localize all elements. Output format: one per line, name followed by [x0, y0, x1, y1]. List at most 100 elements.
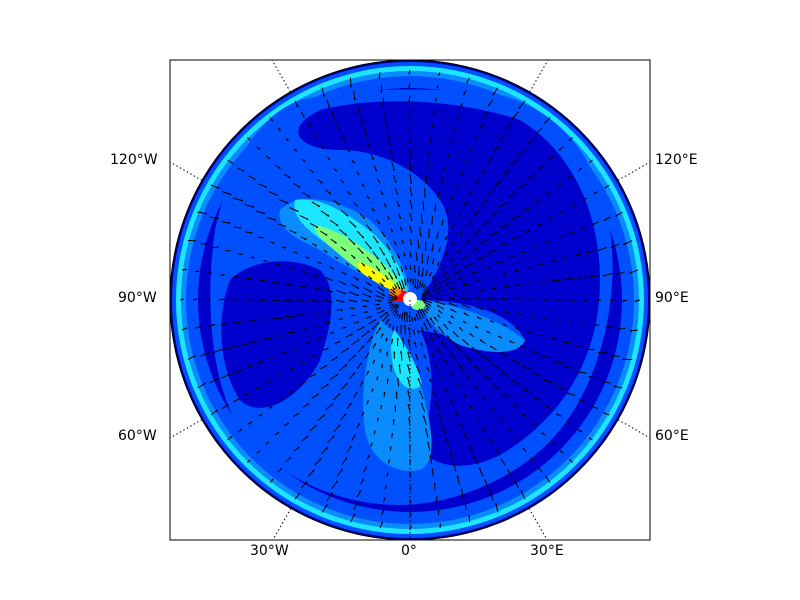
- wind-arrow-head: [604, 186, 607, 189]
- wind-arrow-head: [610, 246, 613, 249]
- wind-arrow-head: [248, 459, 251, 462]
- wind-arrow-head: [369, 295, 372, 298]
- wind-arrow-head: [342, 138, 345, 142]
- wind-arrow-head: [366, 352, 369, 355]
- wind-arrow-head: [353, 354, 356, 357]
- wind-arrow-head: [381, 333, 384, 336]
- wind-arrow-head: [248, 138, 251, 141]
- wind-arrow-head: [446, 335, 449, 338]
- wind-arrow-head: [303, 270, 306, 274]
- wind-arrow-head: [408, 100, 411, 103]
- wind-arrow-head: [405, 312, 409, 315]
- wind-arrow-head: [215, 409, 218, 412]
- wind-arrow-head: [602, 274, 605, 277]
- wind-arrow-head: [450, 309, 453, 311]
- wind-arrow-head: [579, 399, 582, 402]
- wind-vectors: [179, 69, 641, 531]
- wind-arrow-head: [623, 243, 626, 246]
- wind-arrow-head: [437, 510, 440, 513]
- wind-arrow-head: [421, 285, 424, 288]
- wind-arrow-head: [491, 363, 494, 366]
- wind-arrow-head: [545, 192, 548, 195]
- wind-arrow-head: [357, 172, 360, 175]
- wind-arrow-head: [376, 417, 379, 420]
- wind-arrow-head: [471, 347, 474, 350]
- wind-arrow-head: [404, 267, 408, 270]
- wind-arrow-head: [407, 417, 411, 420]
- wind-arrow-head: [325, 233, 328, 236]
- wind-arrow-head: [443, 168, 447, 171]
- wind-arrow-head: [490, 214, 494, 217]
- wind-arrow-head: [386, 378, 389, 381]
- wind-arrow-head: [305, 328, 307, 331]
- wind-arrow-head: [366, 400, 369, 403]
- wind-arrow-head: [434, 209, 437, 212]
- wind-arrow-head: [445, 283, 448, 286]
- wind-arrow-head: [306, 217, 309, 220]
- wind-arrow-head: [330, 278, 333, 281]
- wind-arrow-head: [328, 192, 332, 195]
- wind-arrow-head: [321, 146, 324, 150]
- wind-arrow-head: [609, 354, 612, 358]
- wind-arrow-head: [511, 117, 514, 120]
- wind-arrow-head: [476, 417, 479, 420]
- wind-arrow-head: [418, 286, 421, 289]
- wind-arrow-head: [349, 446, 352, 449]
- wind-arrow-head: [356, 321, 359, 324]
- wind-arrow-head: [400, 287, 403, 290]
- wind-arrow-head: [270, 406, 273, 409]
- wind-arrow-head: [457, 250, 460, 253]
- wind-arrow-head: [387, 459, 391, 462]
- wind-arrow-head: [229, 436, 233, 439]
- wind-arrow-head: [522, 388, 525, 391]
- wind-arrow-head: [264, 185, 267, 188]
- wind-arrow-head: [330, 492, 333, 495]
- wind-arrow-head: [474, 296, 477, 300]
- wind-arrow-head: [409, 267, 412, 270]
- wind-arrow-head: [394, 180, 397, 183]
- wind-arrow-head: [432, 285, 435, 288]
- wind-arrow-head: [564, 365, 567, 368]
- wind-arrow-head: [222, 273, 225, 277]
- wind-arrow-head: [340, 317, 343, 321]
- wind-arrow-head: [370, 442, 373, 445]
- wind-arrow-head: [330, 403, 333, 406]
- wind-arrow-head: [451, 226, 454, 229]
- wind-arrow-head: [308, 195, 311, 198]
- wind-arrow-head: [457, 214, 460, 217]
- wind-arrow-head: [429, 140, 432, 143]
- wind-arrow-head: [314, 354, 317, 357]
- wind-arrow-head: [297, 446, 300, 449]
- wind-arrow-head: [303, 285, 306, 289]
- wind-arrow-head: [430, 334, 433, 337]
- wind-arrow-head: [259, 414, 262, 417]
- wind-arrow-head: [270, 337, 272, 340]
- label-120w: 120°W: [110, 152, 158, 168]
- wind-arrow-head: [504, 285, 507, 288]
- wind-arrow-head: [252, 256, 255, 259]
- wind-arrow-head: [557, 184, 560, 187]
- yellow-band: [357, 262, 402, 292]
- wind-arrow-head: [499, 418, 502, 421]
- wind-arrow-head: [488, 251, 491, 254]
- wind-arrow-head: [449, 352, 452, 355]
- wind-arrow-head: [463, 283, 466, 286]
- wind-arrow-head: [467, 222, 470, 225]
- wind-arrow-head: [426, 339, 429, 343]
- wind-arrow-head: [529, 298, 532, 301]
- wind-arrow-head: [403, 254, 406, 257]
- wind-arrow-head: [380, 404, 383, 407]
- wind-arrow-head: [422, 208, 425, 211]
- wind-arrow-head: [365, 305, 367, 308]
- wind-arrow-head: [392, 326, 395, 329]
- wind-arrow-head: [322, 414, 326, 417]
- wind-arrow-head: [437, 314, 440, 317]
- wind-arrow-head: [217, 186, 220, 189]
- wind-arrow-head: [432, 276, 435, 279]
- wind-arrow-head: [327, 214, 330, 217]
- wind-arrow-head: [378, 307, 381, 310]
- wind-arrow-head: [338, 393, 341, 396]
- wind-arrow-head: [340, 468, 343, 472]
- wind-arrow-head: [392, 419, 395, 422]
- wind-arrow-head: [390, 301, 393, 304]
